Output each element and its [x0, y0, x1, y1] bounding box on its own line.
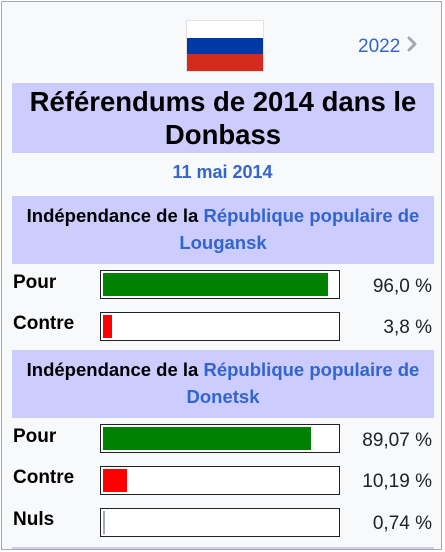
row-label-contre: Contre [13, 313, 75, 334]
infobox-title: Référendums de 2014 dans le Donbass [12, 83, 434, 153]
vote-bar-fill-contre [103, 469, 127, 492]
vote-bar-fill-contre [103, 315, 112, 338]
next-referendum-year: 2022 [358, 36, 401, 57]
flag-stripe-blue [187, 37, 263, 55]
vote-bar-fill-nuls [103, 511, 105, 534]
section-heading-donetsk: Indépendance de la République populaire … [12, 350, 434, 418]
row-value-pour: 89,07 % [362, 430, 432, 451]
lougansk-republic-link[interactable]: République populaire de Lougansk [179, 205, 420, 253]
row-value-nuls: 0,74 % [372, 513, 432, 534]
next-referendum-link[interactable]: 2022 [358, 36, 417, 58]
referendum-date: 11 mai 2014 [172, 162, 273, 182]
section-heading-prefix: Indépendance de la [26, 205, 204, 226]
row-label-pour: Pour [13, 426, 57, 447]
row-value-contre: 3,8 % [383, 317, 432, 338]
row-value-contre: 10,19 % [362, 471, 432, 492]
vote-bar-track [100, 508, 340, 537]
row-value-pour: 96,0 % [372, 276, 432, 297]
flag-stripe-white [187, 21, 263, 38]
row-label-nuls: Nuls [13, 509, 55, 530]
chevron-right-icon [407, 36, 417, 58]
russia-flag-icon[interactable] [186, 20, 264, 72]
infobox-title-text: Référendums de 2014 dans le Donbass [29, 86, 417, 150]
vote-bar-track [100, 312, 340, 341]
flag-stripe-red [187, 54, 263, 72]
next-section-heading-edge [12, 547, 434, 549]
vote-bar-fill-pour [103, 427, 311, 450]
vote-bar-track [100, 424, 340, 453]
row-label-pour: Pour [13, 272, 57, 293]
row-label-contre: Contre [13, 467, 75, 488]
section-heading-prefix: Indépendance de la [26, 359, 204, 380]
section-heading-lougansk: Indépendance de la République populaire … [12, 196, 434, 264]
vote-bar-track [100, 270, 340, 299]
donetsk-republic-link[interactable]: République populaire de Donetsk [186, 359, 420, 407]
vote-bar-track [100, 466, 340, 495]
vote-bar-fill-pour [103, 273, 328, 296]
